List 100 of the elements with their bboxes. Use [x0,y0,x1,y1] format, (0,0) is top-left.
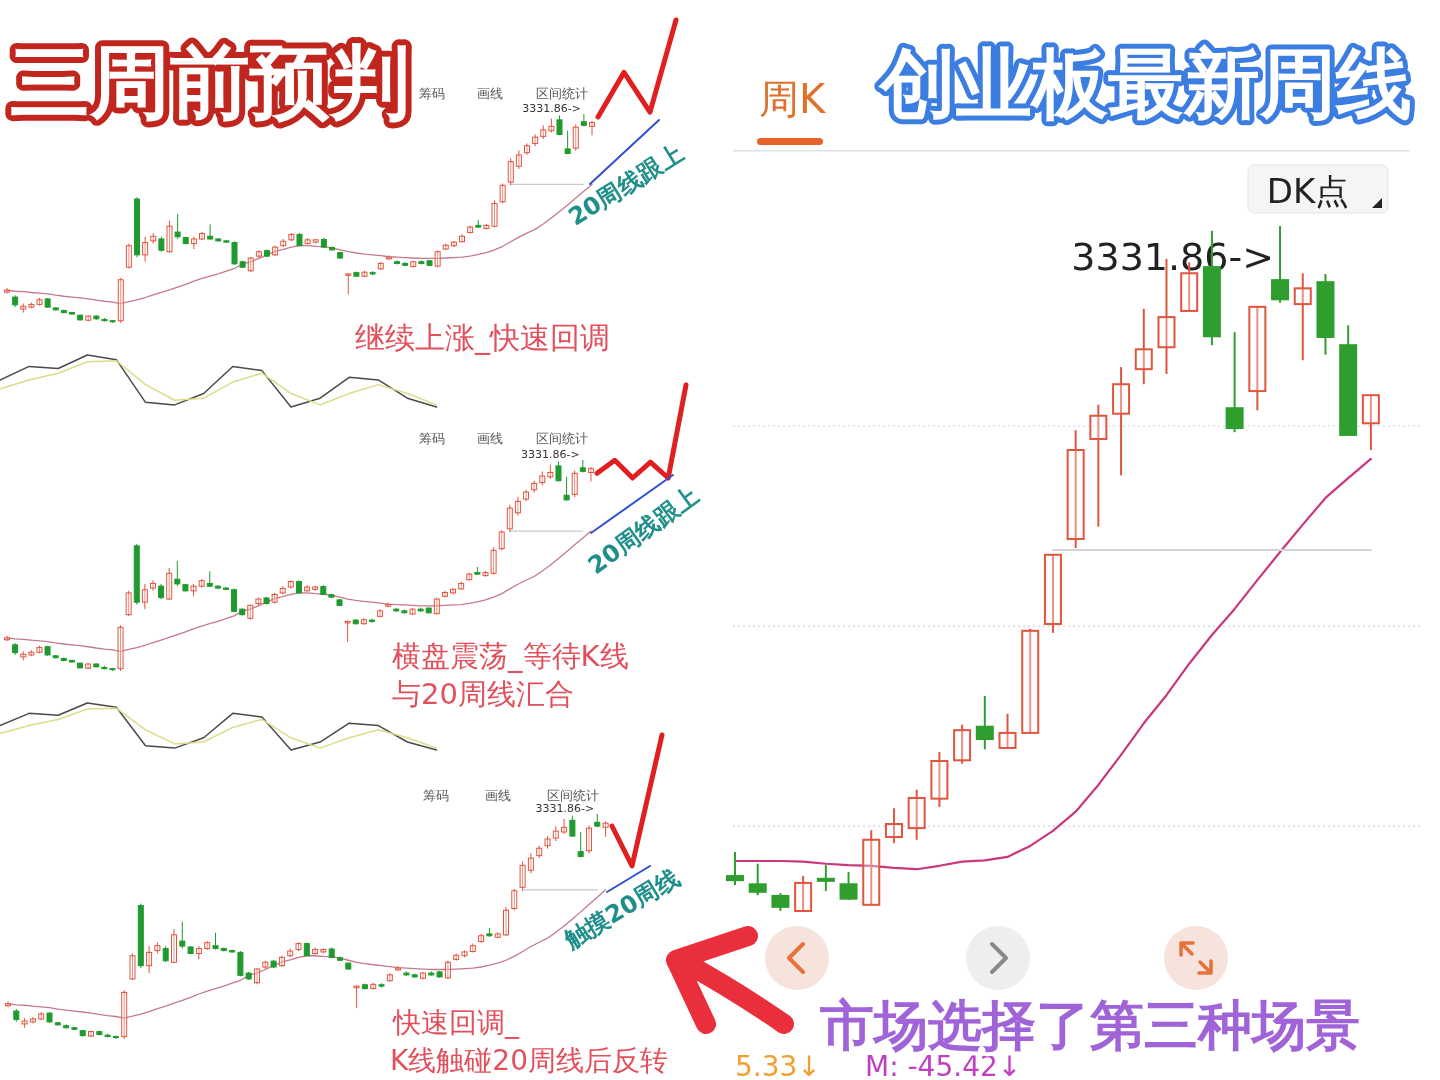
candlestick [320,948,327,954]
candlestick [370,982,377,990]
candlestick [154,941,161,954]
candlestick [555,460,562,483]
candlestick [586,824,592,855]
annotation: 3331.86-> [535,802,595,815]
candlestick [748,862,767,897]
candlestick [494,931,501,939]
candlestick [179,921,186,950]
candlestick [539,470,546,486]
candlestick [312,585,319,592]
candlestick [459,233,465,244]
candlestick [1293,272,1312,362]
candlestick [466,571,473,582]
candlestick [907,788,926,841]
candlestick [329,245,335,252]
candlestick [580,113,587,127]
candlestick [207,223,214,241]
candlestick [141,583,148,610]
text: 周K [758,76,827,122]
candlestick [572,123,579,152]
candlestick [503,906,509,937]
candlestick [386,972,393,983]
candlestick [377,608,384,618]
candlestick [478,933,485,944]
candlestick [166,220,173,254]
candlestick [190,236,197,250]
candlestick [998,712,1017,749]
candlestick [171,928,177,964]
candlestick [312,946,319,955]
candlestick [434,249,441,268]
candlestick [441,590,448,599]
candlestick [146,945,153,974]
candlestick [255,249,262,259]
annotation: 快速回调_ [392,1006,520,1039]
candlestick [458,581,465,591]
candlestick [1248,305,1267,412]
candlestick [498,529,505,551]
text: 筹码 [419,86,445,101]
candlestick [1066,429,1085,549]
candlestick [287,579,294,589]
candlestick [514,496,521,516]
candlestick [38,1011,45,1021]
annotation: 与20周线汇合 [392,677,574,711]
candlestick [36,297,43,307]
candlestick [589,120,595,136]
candlestick [1112,366,1131,477]
candlestick [117,277,124,324]
candlestick [195,945,202,960]
annotation: 继续上涨_快速回调 [355,320,610,355]
text: 筹码 [419,431,445,446]
text: 区间统计 [547,788,599,803]
candlestick [1134,307,1153,386]
candlestick [490,546,497,576]
annotation: 20周线跟上 [563,139,689,232]
candlestick [28,649,35,657]
candlestick [63,1023,70,1030]
candlestick [85,314,92,322]
candlestick [884,807,903,845]
candlestick [519,860,526,892]
candlestick [395,965,402,972]
candlestick [295,941,302,952]
candlestick [272,245,279,257]
candlestick [1271,225,1290,304]
candlestick [450,240,457,248]
candlestick [1021,627,1040,734]
candlestick [150,232,157,245]
candlestick [453,953,460,962]
candlestick [552,825,559,842]
candlestick [237,950,244,977]
candlestick [247,256,254,273]
candlestick [483,223,490,230]
candlestick [20,650,27,661]
candlestick [499,183,506,204]
candlestick [85,662,92,670]
candlestick [544,835,551,850]
candlestick [507,157,514,186]
candlestick [547,464,554,480]
candlestick [975,694,994,751]
candlestick [531,480,538,493]
candlestick [204,940,211,951]
candlestick [467,224,474,235]
text: 区间统计 [536,431,588,446]
candlestick [571,470,578,498]
candlestick [4,287,10,295]
candlestick [142,236,149,263]
candlestick [271,592,278,604]
candlestick [125,590,132,617]
candlestick [587,466,594,483]
candlestick [304,237,311,245]
candlestick [278,955,285,968]
candlestick [839,870,858,902]
candlestick [816,864,835,893]
candlestick [29,1016,36,1024]
candlestick [506,504,513,533]
candlestick [254,967,260,985]
candlestick [5,1000,11,1008]
candlestick [410,260,417,269]
candlestick [1225,331,1244,434]
annotation: 20周线跟上 [582,481,704,580]
